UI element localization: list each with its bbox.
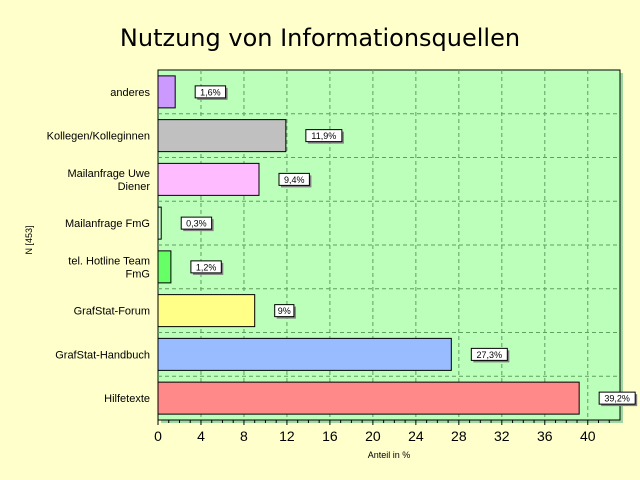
data-label-box — [194, 85, 227, 99]
x-tick-label: 32 — [494, 428, 510, 444]
data-label-box — [470, 347, 508, 361]
y-axis-title: N [453] — [24, 225, 34, 254]
x-tick-label: 12 — [279, 428, 295, 444]
category-label: tel. Hotline Team FmG — [68, 255, 150, 280]
bar — [157, 337, 452, 371]
x-tick-label: 20 — [365, 428, 381, 444]
bar — [157, 206, 162, 240]
category-label-line: GrafStat-Handbuch — [55, 349, 150, 361]
plot-area: 1,6% anderes 11,9% Kollegen/Kolleginnen 9,4%… — [47, 69, 638, 444]
category-label-line: Diener — [118, 181, 151, 193]
x-tick-label: 28 — [451, 428, 467, 444]
data-label-box — [305, 129, 343, 143]
bar — [157, 162, 260, 196]
bar — [157, 75, 176, 109]
x-tick-label: 40 — [580, 428, 596, 444]
category-label-line: Mailanfrage Uwe — [67, 168, 150, 180]
data-label: 1,2% — [196, 262, 217, 272]
category-label-line: tel. Hotline Team — [68, 255, 150, 267]
category-label: Kollegen/Kolleginnen — [47, 131, 150, 143]
category-label: GrafStat-Forum — [74, 306, 150, 318]
data-label: 9,4% — [284, 175, 305, 185]
category-label-line: FmG — [126, 268, 150, 280]
category-label: Mailanfrage FmG — [65, 218, 150, 230]
x-tick-label: 36 — [537, 428, 553, 444]
data-label: 0,3% — [186, 219, 207, 229]
x-tick-label: 4 — [197, 428, 205, 444]
data-label-box — [180, 216, 213, 230]
category-label: Hilfetexte — [104, 393, 150, 405]
data-label: 11,9% — [311, 131, 336, 141]
category-label: anderes — [110, 87, 150, 99]
bar — [157, 250, 172, 284]
category-label-line: anderes — [110, 87, 150, 99]
category-label-line: GrafStat-Forum — [74, 306, 150, 318]
category-label-line: Kollegen/Kolleginnen — [47, 131, 150, 143]
bar — [157, 119, 287, 153]
data-label-box — [278, 172, 310, 186]
data-label: 39,2% — [604, 394, 630, 404]
chart-title: Nutzung von Informationsquellen — [120, 24, 520, 52]
data-label-box — [274, 304, 295, 318]
x-axis-title: Anteil in % — [368, 450, 411, 460]
data-label: 9% — [278, 306, 291, 316]
data-label: 1,6% — [200, 87, 221, 97]
x-tick-label: 8 — [240, 428, 248, 444]
bar — [157, 381, 580, 415]
data-label: 27,3% — [477, 350, 503, 360]
x-tick-label: 0 — [154, 428, 162, 444]
category-label-line: Mailanfrage FmG — [65, 218, 150, 230]
category-label: Mailanfrage Uwe Diener — [67, 168, 150, 193]
category-label-line: Hilfetexte — [104, 393, 150, 405]
bar — [157, 294, 256, 328]
x-tick-label: 16 — [322, 428, 338, 444]
data-label-box — [598, 391, 636, 405]
data-label-box — [190, 260, 222, 274]
category-label: GrafStat-Handbuch — [55, 349, 150, 361]
x-tick-label: 24 — [408, 428, 424, 444]
